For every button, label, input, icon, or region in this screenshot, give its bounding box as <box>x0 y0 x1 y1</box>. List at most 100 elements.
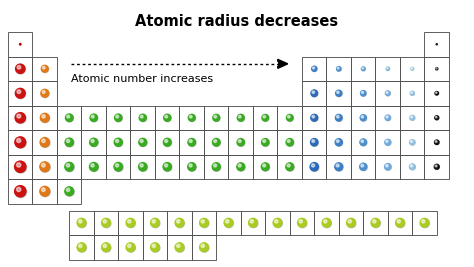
Circle shape <box>17 90 21 93</box>
Circle shape <box>410 140 412 142</box>
Circle shape <box>386 91 391 96</box>
Bar <box>106 105 130 130</box>
Circle shape <box>16 113 26 124</box>
Circle shape <box>151 219 160 228</box>
Circle shape <box>175 243 184 252</box>
Circle shape <box>40 113 49 122</box>
Circle shape <box>17 139 21 143</box>
Circle shape <box>411 67 414 70</box>
Bar <box>69 210 94 235</box>
Bar <box>94 210 118 235</box>
Circle shape <box>66 114 73 122</box>
Circle shape <box>261 163 269 171</box>
Bar <box>425 130 449 155</box>
Circle shape <box>41 89 49 97</box>
Circle shape <box>410 92 414 95</box>
Circle shape <box>263 115 265 118</box>
Circle shape <box>410 140 415 145</box>
Circle shape <box>385 140 391 146</box>
Circle shape <box>436 116 437 118</box>
Bar <box>351 81 375 105</box>
Bar <box>228 130 253 155</box>
Circle shape <box>436 68 437 69</box>
Circle shape <box>337 115 339 118</box>
Circle shape <box>337 67 341 71</box>
Bar <box>412 210 437 235</box>
Circle shape <box>262 115 269 121</box>
Circle shape <box>115 163 123 172</box>
Bar <box>228 155 253 179</box>
Bar <box>351 57 375 81</box>
Circle shape <box>128 220 131 223</box>
Circle shape <box>114 138 122 146</box>
Circle shape <box>273 219 283 228</box>
Bar <box>180 130 204 155</box>
Circle shape <box>66 188 70 191</box>
Circle shape <box>435 140 439 145</box>
Circle shape <box>371 218 380 227</box>
Bar <box>106 155 130 179</box>
Circle shape <box>361 140 364 143</box>
Circle shape <box>15 161 26 172</box>
Bar <box>143 210 167 235</box>
Circle shape <box>373 220 376 223</box>
Circle shape <box>40 162 50 172</box>
Circle shape <box>151 243 159 252</box>
Bar <box>425 81 449 105</box>
Circle shape <box>436 68 438 70</box>
Circle shape <box>287 140 290 143</box>
Bar <box>253 130 277 155</box>
Bar <box>400 155 425 179</box>
Circle shape <box>237 139 245 146</box>
Circle shape <box>386 164 388 167</box>
Circle shape <box>362 68 364 69</box>
Circle shape <box>361 67 365 70</box>
Bar <box>302 130 327 155</box>
Circle shape <box>138 163 147 171</box>
Circle shape <box>248 218 257 227</box>
Circle shape <box>213 114 219 121</box>
Bar <box>8 32 33 57</box>
Bar <box>400 105 425 130</box>
Circle shape <box>311 114 318 121</box>
Circle shape <box>116 164 118 167</box>
Circle shape <box>42 163 45 167</box>
Circle shape <box>360 115 366 121</box>
Circle shape <box>65 163 74 172</box>
Circle shape <box>336 164 339 167</box>
Circle shape <box>213 139 220 147</box>
Circle shape <box>43 66 45 69</box>
Circle shape <box>386 92 388 93</box>
Circle shape <box>15 113 26 123</box>
Circle shape <box>17 65 21 69</box>
Circle shape <box>336 115 342 121</box>
Circle shape <box>435 141 437 142</box>
Circle shape <box>411 92 412 93</box>
Bar <box>180 155 204 179</box>
Circle shape <box>361 116 364 118</box>
Bar <box>400 81 425 105</box>
Circle shape <box>262 163 270 171</box>
Bar <box>167 210 192 235</box>
Circle shape <box>286 163 294 171</box>
Circle shape <box>65 162 73 171</box>
Bar <box>302 81 327 105</box>
Circle shape <box>213 115 220 121</box>
Circle shape <box>42 188 45 191</box>
Circle shape <box>15 162 27 173</box>
Circle shape <box>102 243 111 252</box>
Circle shape <box>42 139 45 143</box>
Circle shape <box>115 115 122 122</box>
Bar <box>130 105 155 130</box>
Circle shape <box>435 116 439 120</box>
Circle shape <box>200 243 209 252</box>
Bar <box>400 57 425 81</box>
Circle shape <box>40 186 50 196</box>
Circle shape <box>17 187 21 192</box>
Circle shape <box>298 218 306 227</box>
Circle shape <box>91 115 94 118</box>
Circle shape <box>190 115 192 118</box>
Circle shape <box>66 139 70 143</box>
Circle shape <box>139 139 147 147</box>
Circle shape <box>386 67 389 70</box>
